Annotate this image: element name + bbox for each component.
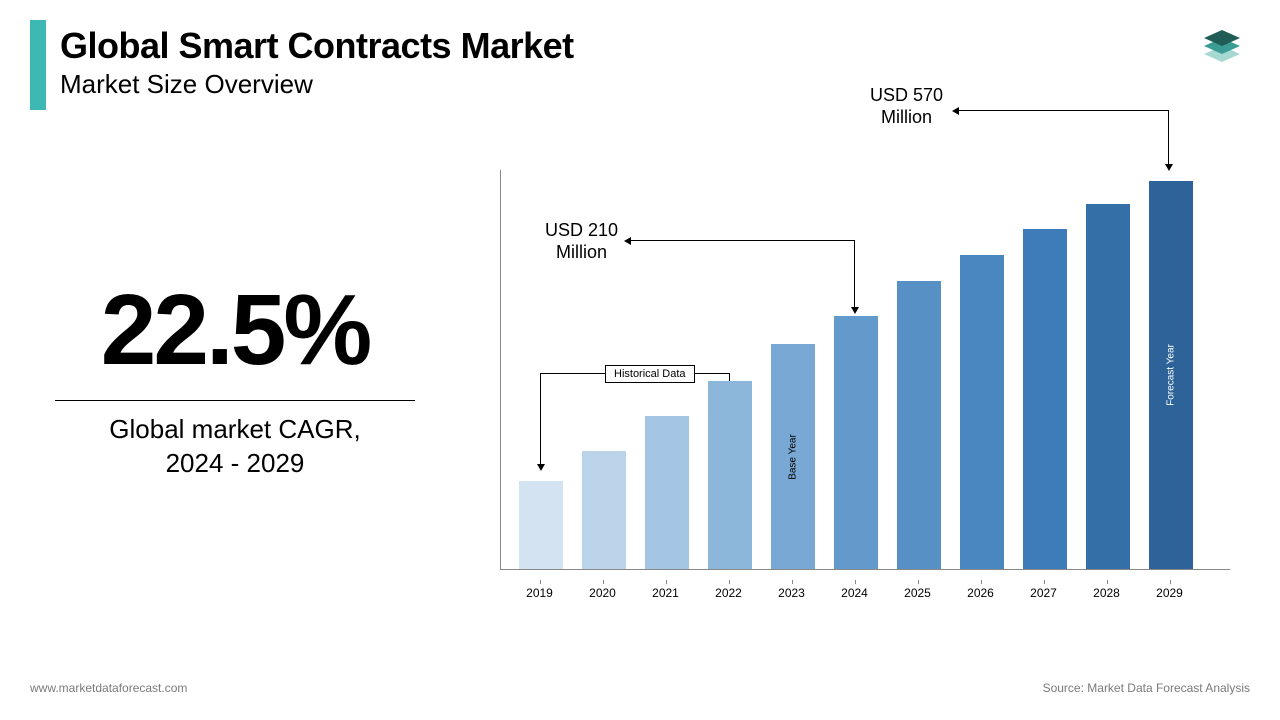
cagr-stat: 22.5% Global market CAGR, 2024 - 2029 [55, 280, 415, 481]
x-axis-label: 2028 [1075, 580, 1138, 600]
x-axis-label: 2029 [1138, 580, 1201, 600]
bar-slot [509, 170, 572, 569]
bar-2029: Forecast Year [1149, 181, 1193, 569]
bar-slot [1013, 170, 1076, 569]
bar-2024 [834, 316, 878, 569]
header: Global Smart Contracts Market Market Siz… [60, 25, 574, 100]
page-title: Global Smart Contracts Market [60, 25, 574, 67]
bar-2021 [645, 416, 689, 569]
x-axis-label: 2026 [949, 580, 1012, 600]
x-axis-label: 2020 [571, 580, 634, 600]
bar-2025 [897, 281, 941, 569]
callout-arrow-line [958, 110, 1169, 111]
footer-source: Source: Market Data Forecast Analysis [1043, 681, 1250, 695]
callout-arrow-line [1168, 110, 1169, 165]
x-axis: 2019202020212022202320242025202620272028… [508, 580, 1238, 600]
x-axis-label: 2021 [634, 580, 697, 600]
bar-slot [698, 170, 761, 569]
x-axis-label: 2022 [697, 580, 760, 600]
arrow-left-icon [952, 107, 959, 115]
bar-slot: Forecast Year [1139, 170, 1202, 569]
x-axis-label: 2019 [508, 580, 571, 600]
bar-slot [887, 170, 950, 569]
bar-slot [1076, 170, 1139, 569]
x-axis-label: 2024 [823, 580, 886, 600]
bar-slot [635, 170, 698, 569]
x-axis-label: 2023 [760, 580, 823, 600]
bars-container: Base Year Forecast Year [500, 170, 1230, 570]
callout-2029-value: USD 570 Million [870, 85, 943, 128]
accent-bar [30, 20, 46, 110]
bar-2020 [582, 451, 626, 569]
bar-2027 [1023, 229, 1067, 569]
bar-slot [572, 170, 635, 569]
bar-inside-label: Base Year [787, 434, 798, 480]
bar-slot [950, 170, 1013, 569]
bar-2019 [519, 481, 563, 569]
logo-icon [1194, 20, 1250, 81]
stat-divider [55, 400, 415, 401]
page-subtitle: Market Size Overview [60, 69, 574, 100]
cagr-label: Global market CAGR, 2024 - 2029 [55, 413, 415, 481]
cagr-value: 22.5% [55, 280, 415, 380]
bar-inside-label: Forecast Year [1165, 344, 1176, 406]
footer-url: www.marketdataforecast.com [30, 681, 187, 695]
bar-chart: USD 210 Million USD 570 Million Historic… [500, 160, 1230, 600]
bar-2026 [960, 255, 1004, 569]
bar-2023: Base Year [771, 344, 815, 569]
bar-slot: Base Year [761, 170, 824, 569]
x-axis-label: 2025 [886, 580, 949, 600]
bar-2022 [708, 381, 752, 569]
x-axis-label: 2027 [1012, 580, 1075, 600]
bar-2028 [1086, 204, 1130, 569]
bar-slot [824, 170, 887, 569]
